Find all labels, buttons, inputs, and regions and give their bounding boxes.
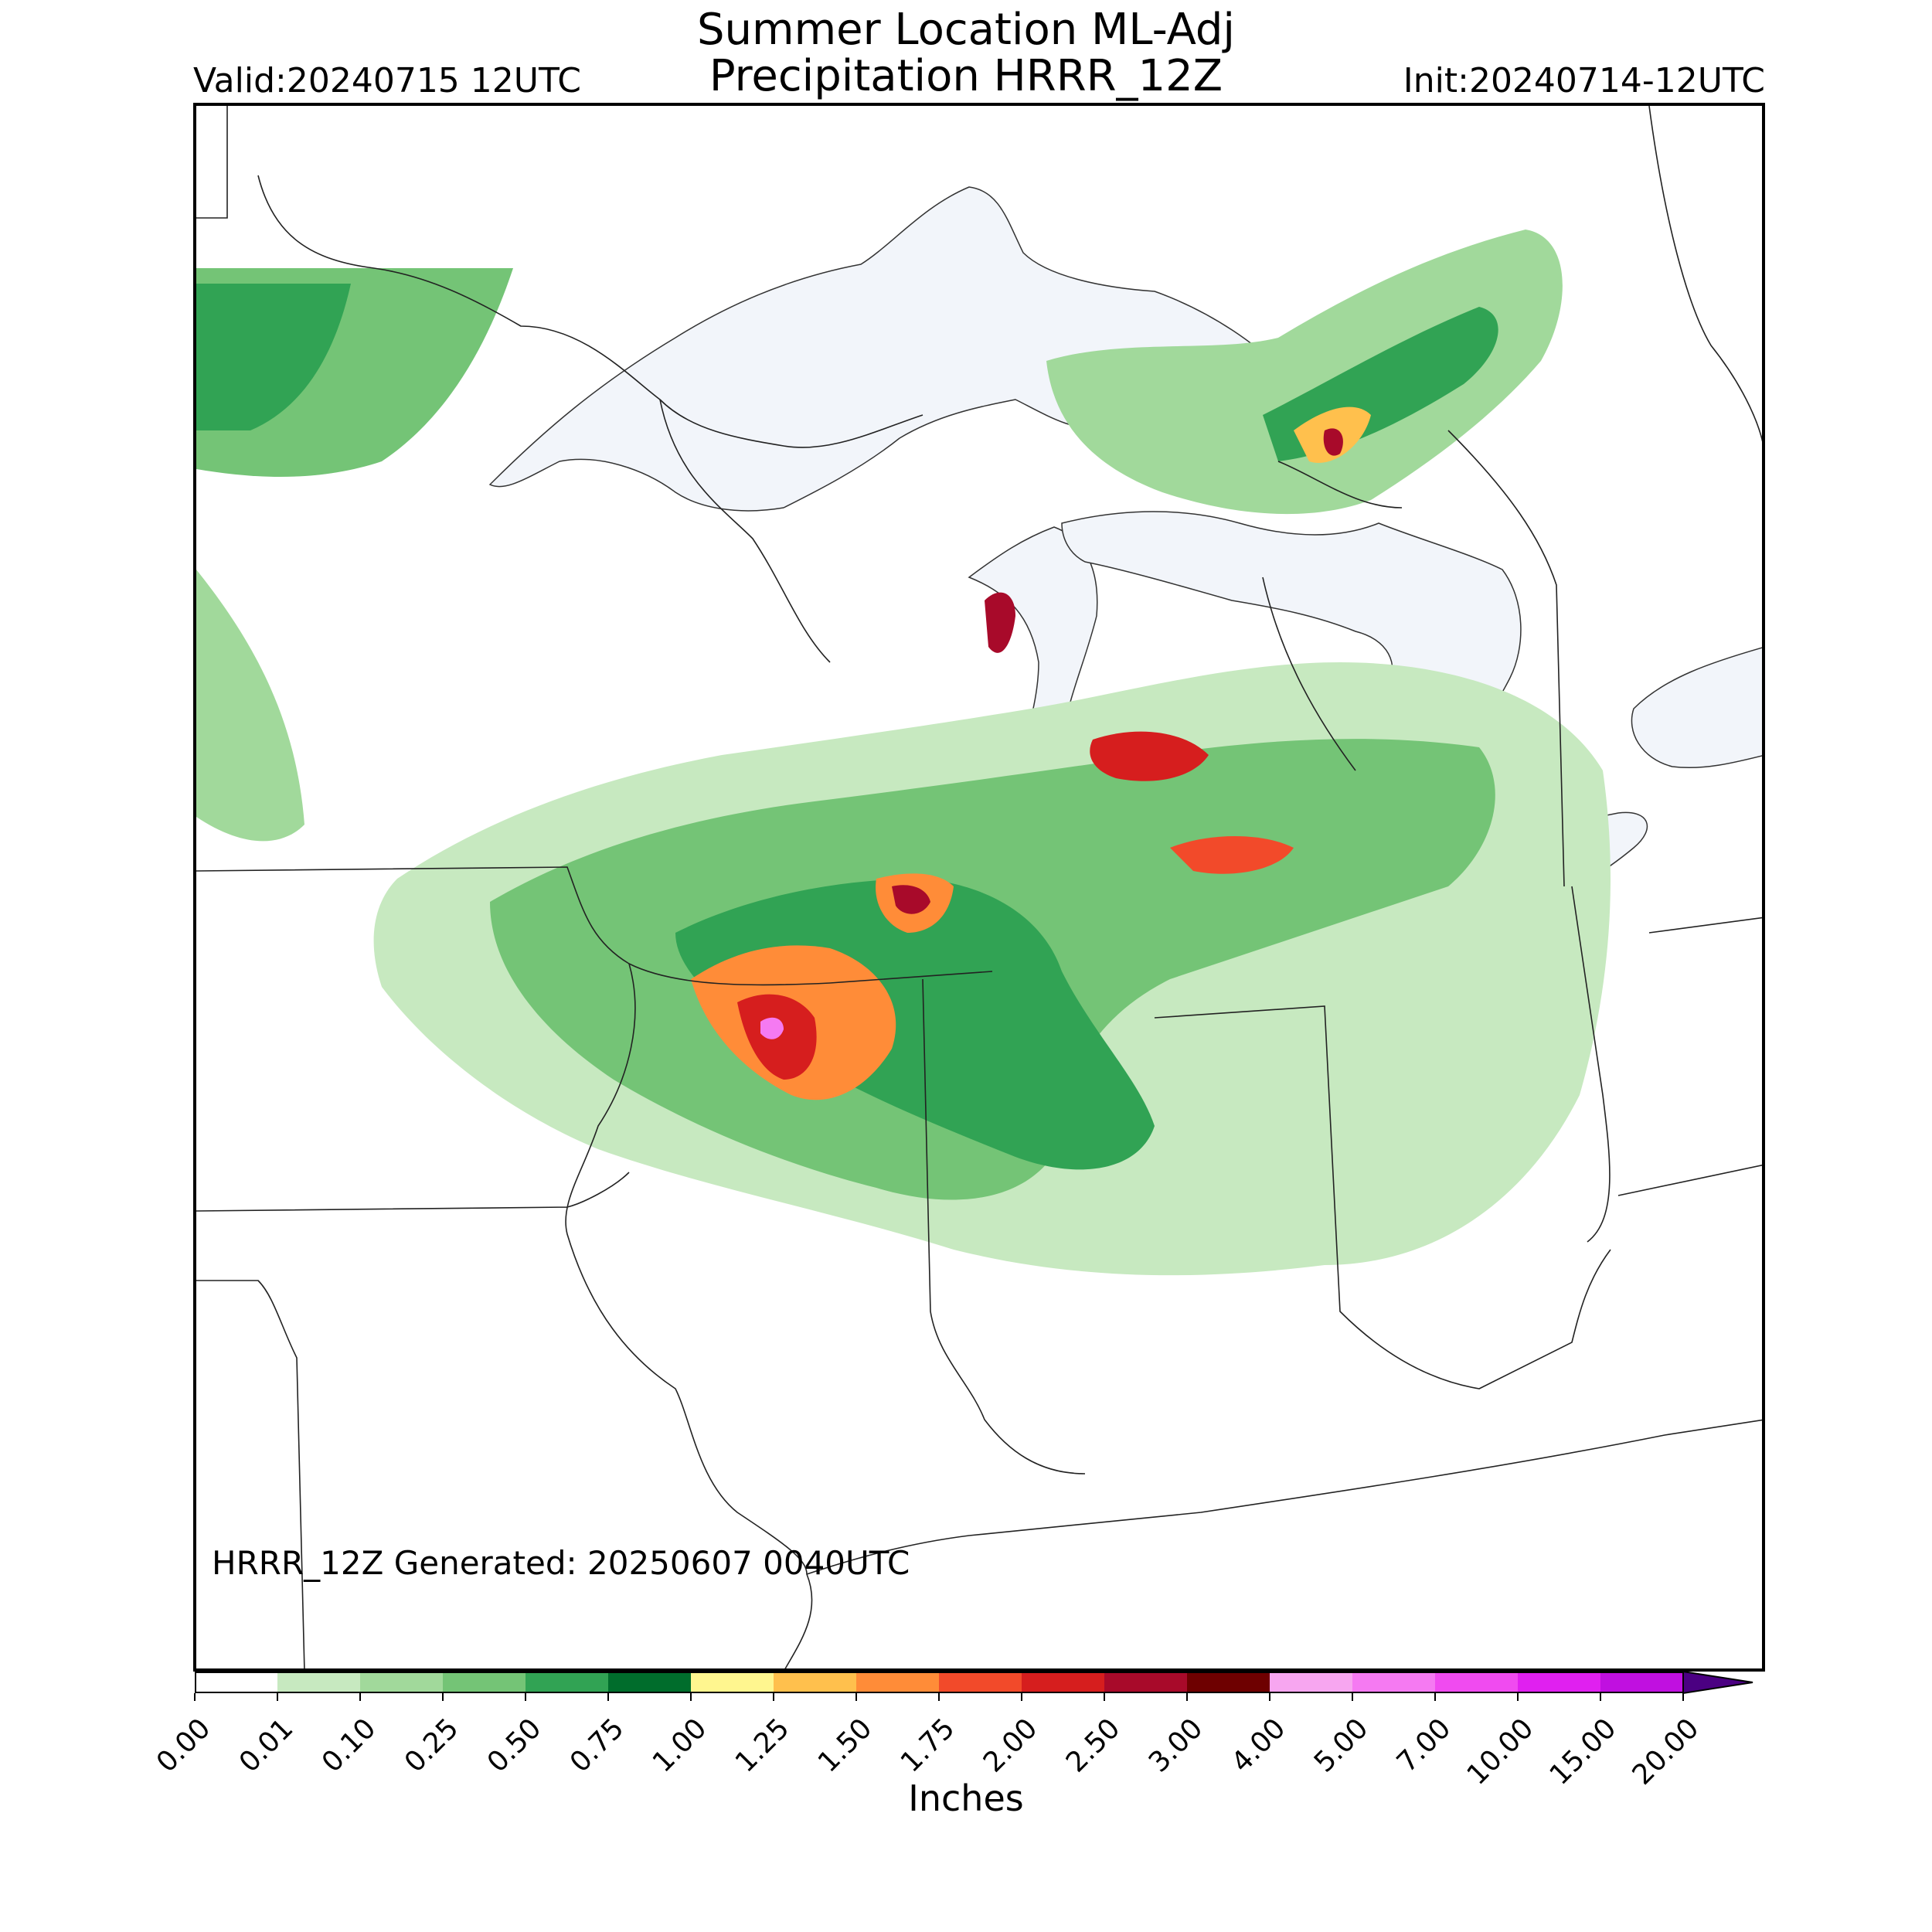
colorbar-segment (360, 1672, 443, 1693)
colorbar-label: Inches (908, 1777, 1024, 1819)
colorbar-segment (443, 1672, 526, 1693)
colorbar-tick (1434, 1693, 1436, 1701)
title-line-1: Summer Location ML-Adj (696, 5, 1235, 55)
title-line-2: Precipitation HRRR_12Z (709, 51, 1223, 101)
valid-time: Valid:20240715 12UTC (193, 61, 582, 100)
map-canvas: HRRR_12Z Generated: 20250607 0040UTC (196, 106, 1762, 1668)
colorbar-segment (195, 1672, 277, 1693)
colorbar-tick (1104, 1693, 1105, 1701)
colorbar-tick (1021, 1693, 1022, 1701)
colorbar (195, 1672, 1753, 1695)
colorbar-tick (525, 1693, 526, 1701)
wisconsin-border (196, 866, 993, 986)
init-time: Init:20240714-12UTC (1403, 61, 1765, 100)
colorbar-segment (1187, 1672, 1270, 1693)
missouri-iowa-border (196, 1280, 305, 1668)
colorbar-segment (856, 1672, 939, 1693)
colorbar-tick (1269, 1693, 1270, 1701)
colorbar-tick (1517, 1693, 1519, 1701)
colorbar-tick (607, 1693, 609, 1701)
colorbar-segment (277, 1672, 360, 1693)
colorbar-segment (526, 1672, 608, 1693)
borders (196, 106, 1762, 1668)
precipitation-map: HRRR_12Z Generated: 20250607 0040UTC (193, 103, 1765, 1672)
colorbar-tick (277, 1693, 278, 1701)
generated-label: HRRR_12Z Generated: 20250607 0040UTC (212, 1544, 910, 1582)
colorbar-segment (1435, 1672, 1518, 1693)
colorbar-segment (1352, 1672, 1435, 1693)
colorbar-tick (194, 1693, 196, 1701)
colorbar-segment (1518, 1672, 1600, 1693)
colorbar-extend-arrow (1682, 1672, 1753, 1695)
ohio-border (1154, 1005, 1611, 1389)
colorbar-tick (1600, 1693, 1601, 1701)
colorbar-segment (774, 1672, 856, 1693)
colorbar-tick (855, 1693, 857, 1701)
colorbar-segment (1600, 1672, 1683, 1693)
precipitation-field (196, 230, 1611, 1276)
kentucky-border (806, 1419, 1762, 1575)
colorbar-tick (1682, 1693, 1684, 1701)
colorbar-segment (608, 1672, 691, 1693)
colorbar-tick (1186, 1693, 1188, 1701)
colorbar-segment (1104, 1672, 1187, 1693)
colorbar-tick (442, 1693, 444, 1701)
michigan-border (659, 399, 1356, 771)
colorbar-segment (691, 1672, 774, 1693)
colorbar-tick (359, 1693, 361, 1701)
colorbar-segment (1022, 1672, 1104, 1693)
colorbar-tick (690, 1693, 692, 1701)
colorbar-tick (1352, 1693, 1353, 1701)
colorbar-segment (1270, 1672, 1352, 1693)
colorbar-segment (939, 1672, 1022, 1693)
colorbar-tick (938, 1693, 940, 1701)
canada-us-border (196, 106, 1762, 887)
indiana-border (922, 978, 1086, 1475)
lake-ontario (1631, 647, 1762, 769)
colorbar-tick (773, 1693, 774, 1701)
pennsylvania-border (1571, 886, 1762, 1243)
colorbar-outline (195, 1672, 1684, 1693)
